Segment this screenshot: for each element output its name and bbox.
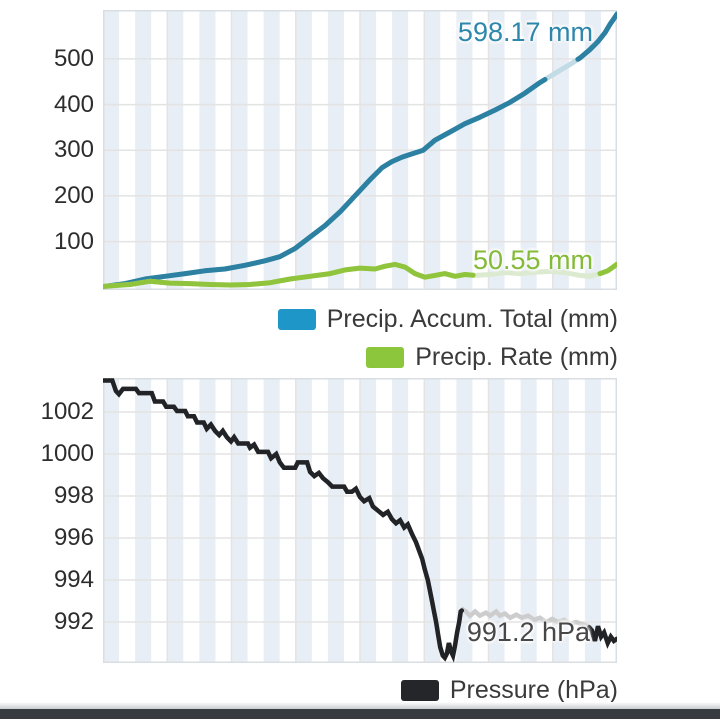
plot-border	[103, 10, 617, 290]
y-tick-label: 500	[53, 45, 94, 72]
precip-rate-value-label: 50.55 mm	[472, 245, 593, 275]
pressure-hpa--line	[103, 378, 465, 663]
plot-band	[295, 378, 312, 663]
precip-total-swatch-icon	[277, 308, 316, 330]
y-tick-label: 992	[53, 608, 94, 635]
plot-band	[327, 378, 344, 663]
legend-label-precip-total: Precip. Accum. Total (mm)	[326, 304, 618, 333]
legend-item-pressure[interactable]: Pressure (hPa)	[400, 674, 618, 706]
precip-accum-total-mm--line	[103, 77, 548, 290]
plot-band	[584, 378, 601, 663]
plot-band	[360, 378, 377, 663]
plot-band	[263, 378, 280, 663]
pressure-hpa--line	[586, 625, 617, 649]
bottom-system-bar	[0, 709, 720, 719]
plot-band	[552, 378, 569, 663]
plot-band	[231, 378, 248, 663]
plot-band	[456, 378, 473, 663]
plot-border	[103, 378, 617, 663]
plot-band	[520, 378, 537, 663]
y-tick-label: 200	[53, 182, 94, 209]
y-tick-label: 300	[53, 136, 94, 163]
plot-band	[103, 378, 120, 663]
y-tick-label: 1000	[40, 440, 94, 467]
legend-item-precip-rate[interactable]: Precip. Rate (mm)	[366, 341, 618, 373]
precip-y-axis-labels: 100 200 300 400 500	[0, 0, 94, 719]
y-tick-label: 100	[53, 228, 94, 255]
precip-chart-plot[interactable]	[103, 10, 617, 290]
precip-accum-total-mm--line	[575, 11, 617, 62]
plot-band	[167, 378, 184, 663]
plot-band	[135, 378, 152, 663]
y-tick-label: 1002	[40, 398, 94, 425]
y-tick-label: 400	[53, 91, 94, 118]
pressure-swatch-icon	[400, 679, 439, 701]
y-tick-label: 994	[53, 566, 94, 593]
precip-rate-swatch-icon	[366, 346, 405, 368]
legend-label-pressure: Pressure (hPa)	[449, 675, 618, 704]
y-tick-label: 996	[53, 524, 94, 551]
pressure-y-axis-labels: 992 994 996 998 1000 1002	[0, 0, 94, 719]
precip-rate-mm--line	[103, 261, 476, 289]
precip-rate-mm--line	[597, 261, 617, 277]
bottom-bar-shadow	[0, 702, 720, 709]
y-tick-label: 998	[53, 482, 94, 509]
pressure-chart-plot[interactable]	[103, 378, 617, 663]
pressure-value-label: 991.2 hPa	[466, 617, 590, 647]
plot-band	[488, 378, 505, 663]
legend-label-precip-rate: Precip. Rate (mm)	[415, 342, 618, 371]
plot-band	[199, 378, 216, 663]
legend-item-precip-total[interactable]: Precip. Accum. Total (mm)	[277, 303, 618, 335]
precip-total-value-label: 598.17 mm	[457, 17, 593, 47]
